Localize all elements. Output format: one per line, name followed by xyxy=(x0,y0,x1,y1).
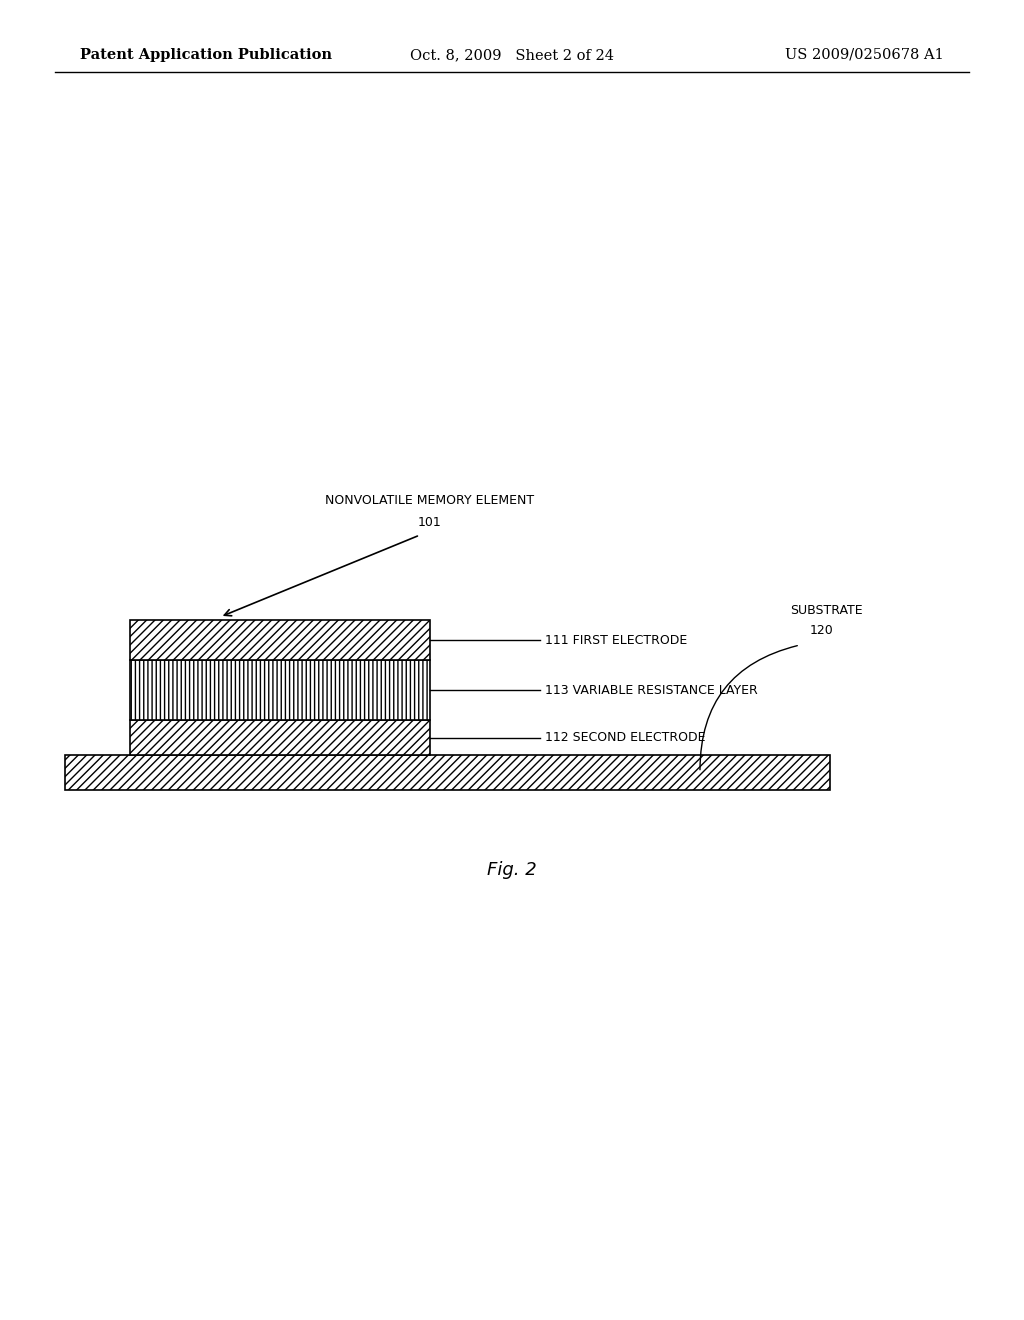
Bar xyxy=(130,660,430,719)
Bar xyxy=(65,755,830,789)
Bar xyxy=(130,719,430,755)
Bar xyxy=(130,660,430,719)
Text: Fig. 2: Fig. 2 xyxy=(487,861,537,879)
Bar xyxy=(65,755,830,789)
Text: SUBSTRATE: SUBSTRATE xyxy=(790,603,862,616)
Text: 113 VARIABLE RESISTANCE LAYER: 113 VARIABLE RESISTANCE LAYER xyxy=(545,684,758,697)
Bar xyxy=(130,620,430,660)
Text: 111 FIRST ELECTRODE: 111 FIRST ELECTRODE xyxy=(545,634,687,647)
Bar xyxy=(130,620,430,660)
Text: NONVOLATILE MEMORY ELEMENT: NONVOLATILE MEMORY ELEMENT xyxy=(326,494,535,507)
Text: Patent Application Publication: Patent Application Publication xyxy=(80,48,332,62)
Text: 112 SECOND ELECTRODE: 112 SECOND ELECTRODE xyxy=(545,731,706,744)
Text: US 2009/0250678 A1: US 2009/0250678 A1 xyxy=(785,48,944,62)
Text: 101: 101 xyxy=(418,516,442,528)
Text: 120: 120 xyxy=(810,623,834,636)
Bar xyxy=(130,719,430,755)
Text: Oct. 8, 2009   Sheet 2 of 24: Oct. 8, 2009 Sheet 2 of 24 xyxy=(410,48,614,62)
